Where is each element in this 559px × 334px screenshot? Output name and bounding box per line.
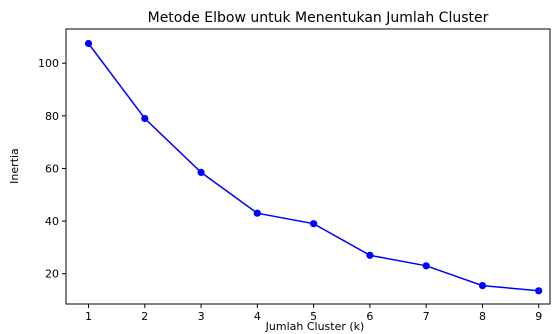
- y-tick-label: 40: [45, 215, 59, 228]
- y-axis-label: Inertia: [8, 148, 21, 184]
- x-tick-label: 4: [254, 310, 261, 323]
- x-tick-label: 5: [310, 310, 317, 323]
- x-tick-label: 6: [366, 310, 373, 323]
- x-tick-label: 1: [85, 310, 92, 323]
- data-point: [310, 220, 318, 228]
- x-axis-ticks: 1 2 3 4 5 6 7 8 9: [85, 304, 542, 323]
- x-tick-label: 8: [479, 310, 486, 323]
- x-axis-label: Jumlah Cluster (k): [265, 320, 365, 333]
- x-tick-label: 2: [141, 310, 148, 323]
- y-tick-label: 20: [45, 268, 59, 281]
- y-tick-label: 80: [45, 110, 59, 123]
- inertia-line: [87, 43, 539, 292]
- data-point: [141, 114, 149, 123]
- chart-title: Metode Elbow untuk Menentukan Jumlah Clu…: [148, 10, 489, 26]
- data-point: [478, 282, 487, 290]
- inertia-points: [84, 39, 543, 295]
- data-point: [422, 262, 430, 270]
- x-tick-label: 7: [423, 310, 430, 323]
- data-point: [535, 287, 543, 295]
- data-point: [253, 209, 261, 217]
- plot-frame: [65, 28, 551, 305]
- y-axis-ticks: 20 40 60 80 100: [38, 57, 66, 281]
- y-tick-label: 60: [45, 162, 59, 175]
- data-point: [366, 251, 374, 259]
- data-point: [84, 39, 93, 48]
- data-point: [197, 168, 205, 176]
- x-tick-label: 9: [535, 310, 542, 323]
- x-tick-label: 3: [198, 310, 205, 323]
- y-tick-label: 100: [38, 57, 59, 70]
